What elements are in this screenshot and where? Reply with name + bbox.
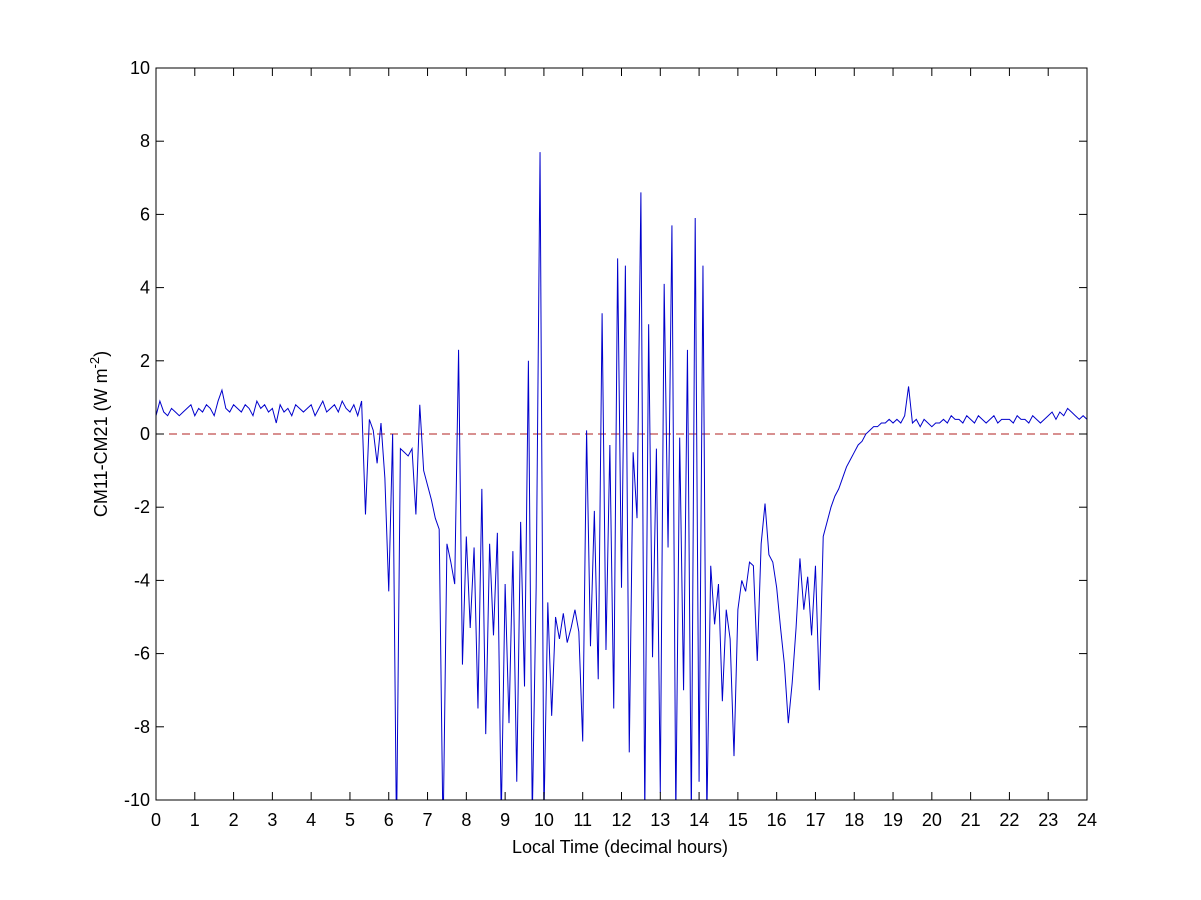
y-label-text: CM11-CM21 (W m <box>91 368 111 517</box>
x-tick-label: 11 <box>573 810 592 830</box>
x-axis-label: Local Time (decimal hours) <box>512 837 728 857</box>
x-tick-label: 18 <box>844 810 864 830</box>
x-tick-label: 19 <box>883 810 903 830</box>
y-tick-label: 0 <box>140 424 150 444</box>
x-tick-label: 21 <box>961 810 981 830</box>
x-tick-label: 0 <box>151 810 161 830</box>
y-tick-label: -2 <box>134 497 150 517</box>
x-tick-label: 4 <box>306 810 316 830</box>
x-tick-label: 22 <box>999 810 1019 830</box>
x-tick-label: 15 <box>728 810 748 830</box>
y-tick-label: -6 <box>134 644 150 664</box>
x-tick-label: 9 <box>500 810 510 830</box>
y-tick-label: 4 <box>140 278 150 298</box>
y-tick-label: 8 <box>140 131 150 151</box>
x-tick-label: 5 <box>345 810 355 830</box>
y-tick-label: -10 <box>124 790 150 810</box>
x-tick-label: 17 <box>805 810 825 830</box>
x-tick-label: 8 <box>461 810 471 830</box>
y-axis-label: CM11-CM21 (W m-2) <box>87 351 111 517</box>
x-tick-label: 3 <box>267 810 277 830</box>
y-tick-label: 2 <box>140 351 150 371</box>
y-label-close: ) <box>91 351 111 357</box>
x-tick-label: 20 <box>922 810 942 830</box>
data-line <box>156 152 1087 800</box>
x-tick-label: 12 <box>611 810 631 830</box>
y-label-sup: -2 <box>87 357 102 369</box>
x-tick-label: 7 <box>423 810 433 830</box>
x-tick-label: 6 <box>384 810 394 830</box>
x-tick-label: 1 <box>190 810 200 830</box>
x-tick-label: 13 <box>650 810 670 830</box>
x-tick-label: 24 <box>1077 810 1097 830</box>
x-tick-label: 16 <box>767 810 787 830</box>
y-tick-label: -4 <box>134 570 150 590</box>
x-tick-label: 23 <box>1038 810 1058 830</box>
y-tick-label: 10 <box>130 58 150 78</box>
y-tick-label: -8 <box>134 717 150 737</box>
x-tick-label: 10 <box>534 810 554 830</box>
x-tick-label: 14 <box>689 810 709 830</box>
y-tick-label: 6 <box>140 204 150 224</box>
x-tick-label: 2 <box>229 810 239 830</box>
